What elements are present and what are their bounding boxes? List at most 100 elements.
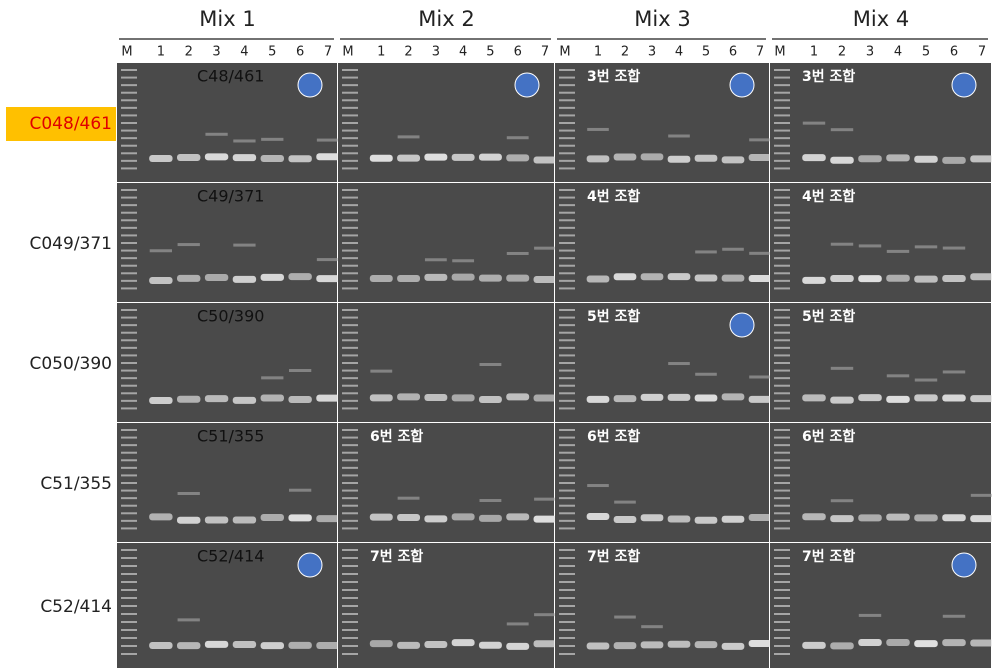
band: [205, 133, 227, 136]
band: [424, 641, 447, 648]
ladder-band: [121, 69, 137, 71]
ladder-band: [774, 204, 790, 206]
band: [914, 156, 938, 163]
band: [534, 157, 557, 164]
ladder-band: [121, 392, 137, 394]
band: [971, 494, 992, 497]
band: [614, 273, 637, 280]
band: [316, 275, 339, 282]
band: [233, 276, 256, 283]
ladder-band: [121, 189, 137, 191]
ladder-band: [342, 272, 358, 274]
band: [858, 639, 882, 646]
ladder-band: [121, 459, 137, 461]
ladder-band: [121, 621, 137, 623]
band: [914, 640, 938, 647]
ladder-band: [559, 429, 575, 431]
marker-dot: [298, 73, 322, 97]
ladder-band: [774, 497, 790, 499]
panel-label: 3번 조합: [802, 68, 855, 85]
column-header: Mix 1: [199, 7, 255, 31]
lane-label: 7: [756, 45, 764, 60]
band: [316, 153, 339, 160]
ladder-band: [121, 645, 137, 647]
ladder-band: [774, 597, 790, 599]
ladder-band: [342, 145, 358, 147]
ladder-band: [121, 77, 137, 79]
band: [614, 616, 636, 619]
ladder-band: [121, 265, 137, 267]
lane-label: 1: [377, 45, 385, 60]
lane-label: 1: [157, 45, 165, 60]
ladder-band: [121, 107, 137, 109]
gel-panel: C51/355: [117, 423, 340, 542]
ladder-band: [559, 527, 575, 529]
band: [587, 513, 610, 520]
ladder-band: [342, 505, 358, 507]
ladder-band: [559, 573, 575, 575]
ladder-band: [342, 107, 358, 109]
band: [831, 367, 853, 370]
band: [641, 641, 664, 648]
panel-label: 5번 조합: [587, 308, 640, 325]
band: [641, 625, 663, 628]
band: [261, 376, 283, 379]
ladder-band: [121, 332, 137, 334]
panel-label: C48/461: [197, 67, 264, 86]
band: [914, 514, 938, 521]
band: [858, 155, 882, 162]
band: [587, 396, 610, 403]
marker-dot: [952, 553, 976, 577]
ladder-band: [342, 605, 358, 607]
ladder-band: [774, 250, 790, 252]
marker-dot: [730, 73, 754, 97]
ladder-band: [774, 392, 790, 394]
band: [830, 157, 854, 164]
band: [479, 642, 502, 649]
ladder-band: [121, 92, 137, 94]
ladder-band: [121, 272, 137, 274]
panel-label: 5번 조합: [802, 308, 855, 325]
band: [749, 252, 771, 255]
ladder-band: [559, 581, 575, 583]
ladder-band: [121, 324, 137, 326]
marker-dot: [298, 553, 322, 577]
row-label: C51/355: [40, 474, 112, 494]
band: [289, 369, 311, 372]
lane-label: 3: [212, 45, 220, 60]
band: [479, 154, 502, 161]
ladder-band: [559, 272, 575, 274]
ladder-band: [121, 257, 137, 259]
band: [397, 275, 420, 282]
band: [479, 515, 502, 522]
ladder-band: [559, 77, 575, 79]
ladder-band: [559, 130, 575, 132]
ladder-band: [342, 114, 358, 116]
band: [233, 139, 255, 142]
ladder-band: [342, 497, 358, 499]
band: [452, 513, 475, 520]
band: [587, 484, 609, 487]
ladder-band: [342, 122, 358, 124]
band: [370, 640, 393, 647]
band: [397, 642, 420, 649]
band: [914, 394, 938, 401]
ladder-band: [121, 114, 137, 116]
ladder-band: [342, 444, 358, 446]
band: [722, 248, 744, 251]
ladder-band: [559, 332, 575, 334]
panel-label: C51/355: [197, 427, 264, 446]
band: [149, 513, 172, 520]
ladder-band: [559, 437, 575, 439]
ladder-band: [559, 385, 575, 387]
ladder-band: [342, 613, 358, 615]
lane-label: 3: [866, 45, 874, 60]
ladder-band: [342, 339, 358, 341]
ladder-band: [559, 459, 575, 461]
ladder-band: [559, 197, 575, 199]
band: [858, 394, 882, 401]
lane-label: M: [121, 45, 132, 60]
band: [233, 244, 255, 247]
band: [506, 643, 529, 650]
band: [859, 614, 881, 617]
